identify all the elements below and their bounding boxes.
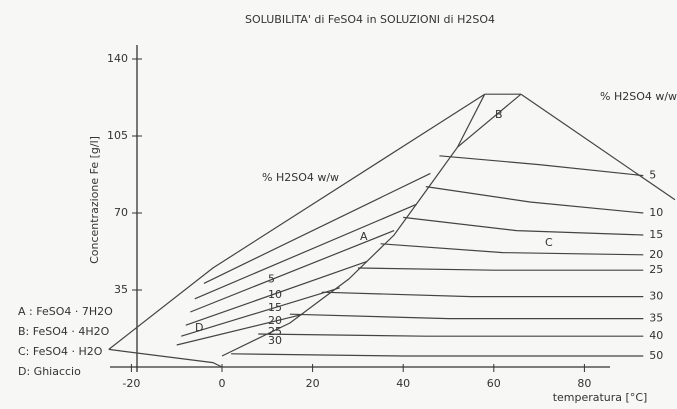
- iso-label: 40: [649, 329, 663, 342]
- x-axis-label: temperatura [°C]: [553, 391, 648, 404]
- curve: [231, 353, 644, 357]
- curve: [380, 243, 644, 256]
- iso-label: 20: [649, 248, 663, 261]
- x-tick-label: 40: [396, 377, 410, 390]
- y-tick-label: 140: [107, 52, 128, 65]
- curve: [357, 267, 644, 271]
- x-tick-label: 20: [306, 377, 320, 390]
- iso-label: 10: [649, 206, 663, 219]
- y-tick-label: 70: [114, 206, 128, 219]
- iso-label: 25: [268, 325, 282, 338]
- curve: [181, 287, 340, 337]
- iso-label: 5: [649, 169, 656, 182]
- x-tick-label: 0: [219, 377, 226, 390]
- annotation: % H2SO4 w/w: [600, 90, 677, 103]
- x-tick-label: 80: [577, 377, 591, 390]
- curve: [289, 313, 644, 320]
- curve: [403, 216, 644, 236]
- curve: [457, 93, 486, 148]
- y-tick-label: 35: [114, 283, 128, 296]
- iso-label: 30: [649, 290, 663, 303]
- curve: [520, 93, 676, 201]
- legend-note: A : FeSO4 · 7H2O: [18, 305, 113, 318]
- legend-note: D: Ghiaccio: [18, 365, 81, 378]
- region-label: A: [360, 230, 368, 243]
- curve: [176, 313, 304, 346]
- curve: [108, 93, 486, 350]
- chart-title: SOLUBILITA' di FeSO4 in SOLUZIONI di H2S…: [245, 13, 495, 26]
- curve: [185, 260, 368, 326]
- iso-label: 35: [649, 312, 663, 325]
- curve: [439, 155, 644, 177]
- curve: [258, 333, 644, 337]
- curve: [425, 186, 644, 214]
- region-label: D: [195, 321, 203, 334]
- annotation: % H2SO4 w/w: [262, 171, 339, 184]
- region-label: C: [545, 236, 553, 249]
- iso-label: 15: [649, 228, 663, 241]
- y-axis-label: Concentrazione Fe [g/l]: [88, 136, 101, 264]
- legend-note: C: FeSO4 · H2O: [18, 345, 103, 358]
- curve: [190, 230, 395, 313]
- x-tick-label: 60: [487, 377, 501, 390]
- iso-label: 25: [649, 263, 663, 276]
- iso-label: 5: [268, 272, 275, 285]
- region-label: B: [495, 108, 503, 121]
- curve: [321, 291, 644, 298]
- iso-label: 50: [649, 349, 663, 362]
- curve: [221, 93, 522, 357]
- curve: [203, 172, 431, 284]
- y-tick-label: 105: [107, 129, 128, 142]
- curve: [108, 348, 223, 368]
- legend-note: B: FeSO4 · 4H2O: [18, 325, 110, 338]
- curve: [194, 203, 418, 300]
- iso-label: 30: [268, 334, 282, 347]
- x-tick-label: -20: [122, 377, 140, 390]
